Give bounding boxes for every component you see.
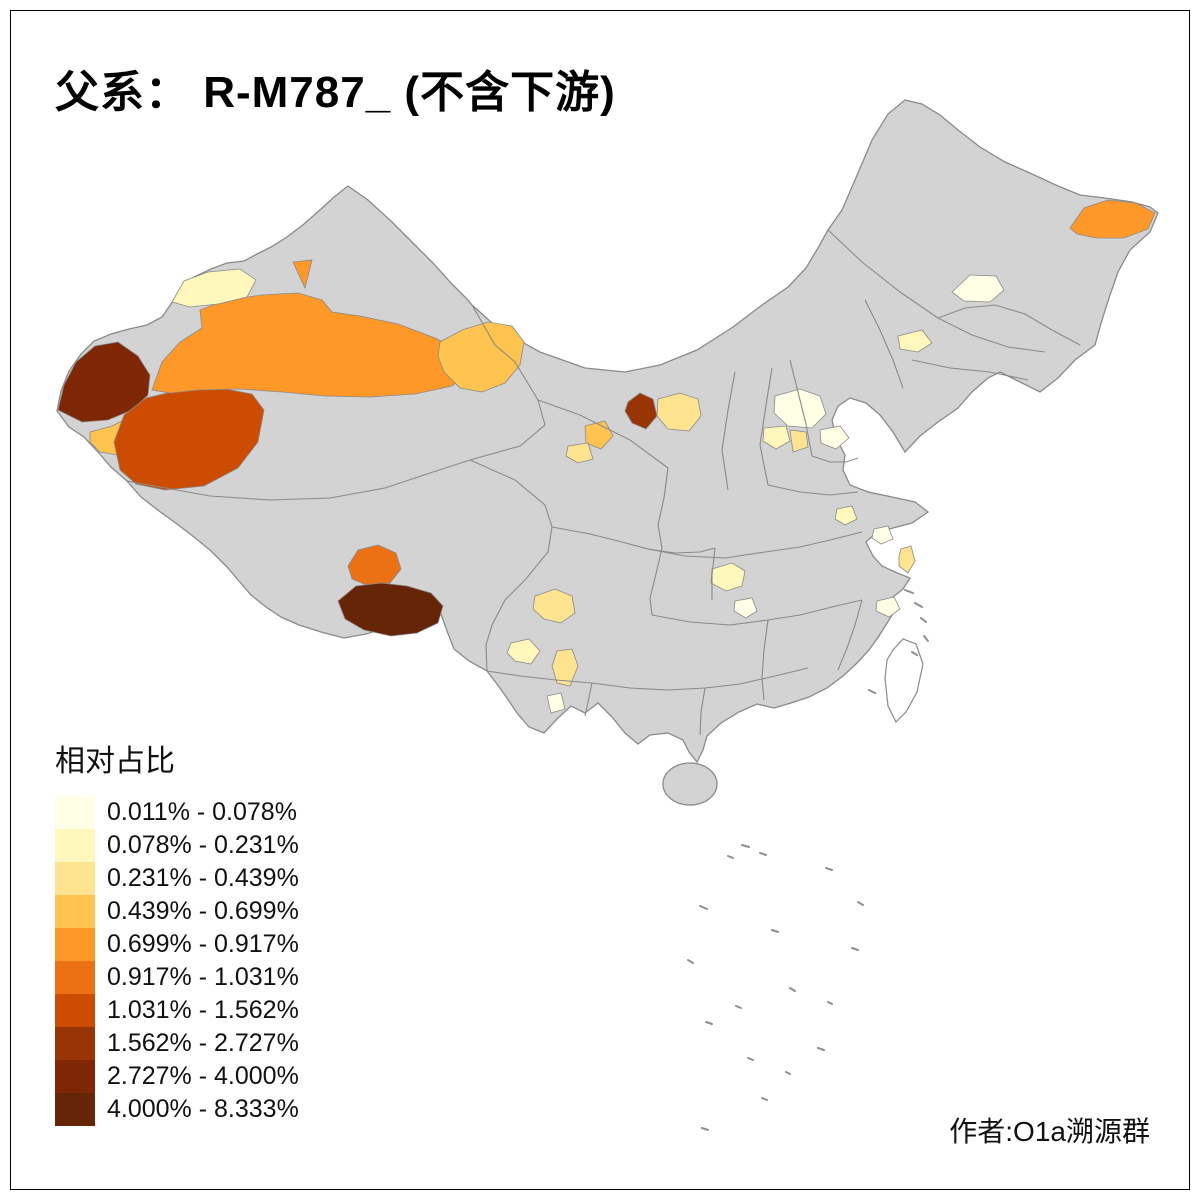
map-region <box>789 429 809 453</box>
map-region <box>624 392 658 430</box>
map-region <box>565 442 594 464</box>
map-region <box>151 292 469 398</box>
map-region <box>546 692 566 714</box>
map-region <box>1069 199 1156 239</box>
legend-row: 1.562% - 2.727% <box>55 1027 299 1060</box>
legend: 相对占比 0.011% - 0.078% 0.078% - 0.231% 0.2… <box>55 736 299 1126</box>
legend-label: 1.031% - 1.562% <box>107 996 299 1024</box>
map-region <box>292 259 313 290</box>
map-region <box>437 321 525 393</box>
map-region <box>171 268 257 308</box>
author-credit: 作者:O1a溯源群 <box>949 1116 1150 1147</box>
legend-label: 0.917% - 1.031% <box>107 963 299 991</box>
legend-swatch <box>55 994 95 1027</box>
legend-row: 0.011% - 0.078% <box>55 796 299 829</box>
legend-row: 0.231% - 0.439% <box>55 862 299 895</box>
legend-row: 0.917% - 1.031% <box>55 961 299 994</box>
map-region <box>532 588 576 624</box>
map-region <box>57 341 151 423</box>
south-china-sea-islands <box>687 589 929 1131</box>
legend-swatch <box>55 928 95 961</box>
legend-swatch <box>55 829 95 862</box>
legend-label: 1.562% - 2.727% <box>107 1029 299 1057</box>
map-region <box>506 638 541 665</box>
colored-regions <box>57 199 1156 714</box>
legend-swatch <box>55 1027 95 1060</box>
legend-label: 0.699% - 0.917% <box>107 930 299 958</box>
legend-label: 4.000% - 8.333% <box>107 1095 299 1123</box>
legend-swatch <box>55 1093 95 1126</box>
legend-label: 0.231% - 0.439% <box>107 864 299 892</box>
legend-row: 2.727% - 4.000% <box>55 1060 299 1093</box>
taiwan-island <box>884 638 924 724</box>
map-region <box>710 562 746 592</box>
province-borders <box>126 229 1081 736</box>
legend-row: 0.078% - 0.231% <box>55 829 299 862</box>
map-region <box>871 525 894 545</box>
map-region <box>733 597 758 619</box>
map-region <box>347 544 402 587</box>
map-title: 父系： R-M787_ (不含下游) <box>55 68 616 117</box>
legend-title: 相对占比 <box>55 745 175 778</box>
map-region <box>875 596 901 618</box>
map-region <box>898 545 916 574</box>
legend-swatch <box>55 961 95 994</box>
legend-row: 0.439% - 0.699% <box>55 895 299 928</box>
map-region <box>773 388 827 429</box>
map-region <box>897 329 933 353</box>
legend-label: 0.439% - 0.699% <box>107 897 299 925</box>
legend-label: 0.078% - 0.231% <box>107 831 299 859</box>
map-region <box>551 648 579 687</box>
legend-row: 4.000% - 8.333% <box>55 1093 299 1126</box>
legend-label: 2.727% - 4.000% <box>107 1062 299 1090</box>
map-region <box>819 425 850 450</box>
map-region <box>834 505 858 526</box>
legend-swatch <box>55 1060 95 1093</box>
hainan-island <box>662 762 718 806</box>
legend-swatch <box>55 895 95 928</box>
map-region <box>762 425 791 450</box>
legend-label: 0.011% - 0.078% <box>107 798 297 826</box>
map-region <box>337 582 444 637</box>
map-region <box>951 274 1005 303</box>
legend-swatch <box>55 862 95 895</box>
legend-row: 1.031% - 1.562% <box>55 994 299 1027</box>
legend-row: 0.699% - 0.917% <box>55 928 299 961</box>
map-region <box>656 392 702 432</box>
legend-swatch <box>55 796 95 829</box>
